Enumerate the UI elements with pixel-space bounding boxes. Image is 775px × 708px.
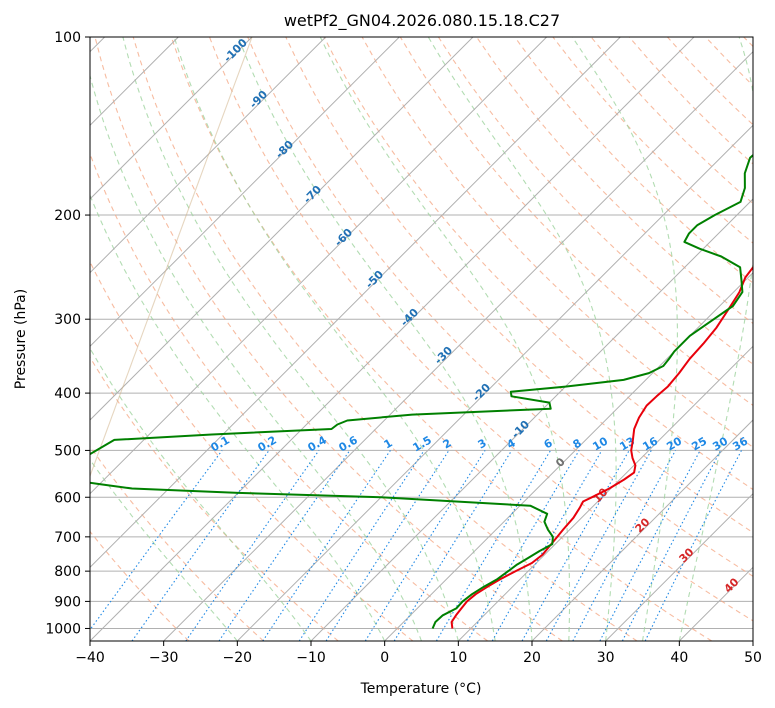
moist-adiabat-line [90,193,386,641]
isotherm-line [90,37,695,641]
isotherm-line [163,50,753,641]
mixing-ratio-line [545,450,652,641]
x-tick-label: −30 [149,650,179,666]
plot-background [90,37,753,641]
mixing-ratio-line [521,450,630,641]
dry-adiabat-line [90,530,190,641]
moist-adiabat-line [90,347,312,641]
isotherm-line [752,640,753,641]
mixing-ratio-line [325,450,450,641]
y-axis-title: Pressure (hPa) [13,289,29,389]
x-tick-label: 50 [744,650,762,666]
y-tick-label: 100 [54,30,81,46]
y-tick-label: 900 [54,594,81,610]
isotherm-line [90,37,327,274]
moist-adiabat-line [237,37,533,641]
mixing-ratio-line [621,450,722,641]
isotherm-line [605,492,753,641]
mixing-ratio-line [393,450,513,641]
reference-curve [90,37,253,478]
isotherm-line [90,37,474,421]
x-tick-label: 0 [380,650,389,666]
isotherm-line [90,37,621,569]
y-axis-ticks: 1000 900 800 700 600 500 400 300 200 100 [45,30,90,637]
y-tick-label: 600 [54,490,81,506]
dry-adiabat-line [94,37,563,641]
dewpoint-profile [90,153,753,629]
mixing-ratio-line [644,450,742,641]
x-axis-ticks: −40 −30 −20 −10 0 10 20 30 40 50 [75,641,762,666]
chart-title: wetPf2_GN04.2026.080.15.18.C27 [284,11,560,31]
isotherm-line [310,198,753,641]
x-tick-label: 20 [523,650,541,666]
isotherm-line [457,345,753,641]
dry-adiabat-line [90,356,339,641]
moist-adiabat-line [319,37,571,641]
x-tick-label: −40 [75,650,105,666]
y-tick-label: 400 [54,386,81,402]
y-tick-label: 1000 [45,621,81,637]
dry-adiabat-line [170,37,712,641]
mixing-ratio-line [298,450,425,641]
moist-adiabat-line [90,73,423,641]
y-tick-label: 700 [54,530,81,546]
dry-adiabat-line [399,37,753,407]
isotherm-line [90,37,400,348]
x-axis-title: Temperature (°C) [360,681,482,697]
dry-adiabat-line [132,37,638,641]
mixing-ratio-line [90,450,223,631]
x-tick-label: −10 [296,650,326,666]
isotherm-line [236,124,753,641]
mixing-ratio-line [262,450,391,641]
mixing-ratio-line [218,450,351,641]
dry-adiabat-line [247,37,753,577]
y-tick-label: 200 [54,208,81,224]
x-tick-label: 10 [449,650,467,666]
y-tick-label: 500 [54,443,81,459]
dry-adiabat-line [90,152,488,641]
plot-frame [89,36,754,642]
y-tick-label: 300 [54,312,81,328]
sounding-profiles [90,153,753,629]
moist-adiabat-line [173,37,496,641]
isotherm-line [90,37,253,200]
x-tick-label: 40 [670,650,688,666]
mixing-ratio-line [572,450,676,641]
isotherm-line [531,419,753,641]
temperature-profile [450,265,753,629]
background-lines [90,37,753,641]
y-tick-label: 800 [54,564,81,580]
x-tick-label: −20 [223,650,253,666]
moist-adiabat-line [122,37,459,641]
isotherm-line [90,37,548,495]
moist-adiabat-line [571,37,678,641]
moist-adiabat-line [427,37,617,641]
dry-adiabat-line [514,37,753,284]
mixing-ratio-line [185,450,320,641]
dry-adiabat-line [208,37,753,622]
x-tick-label: 30 [597,650,615,666]
